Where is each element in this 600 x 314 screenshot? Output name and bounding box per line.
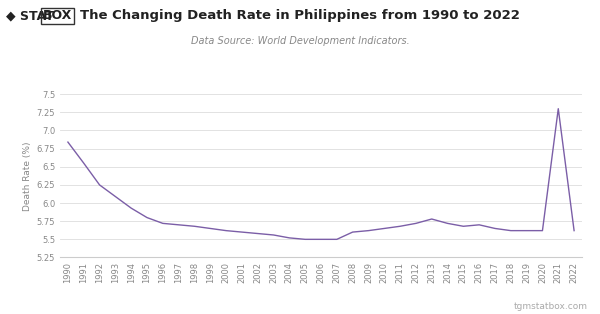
Text: ◆ STAT: ◆ STAT <box>6 9 54 22</box>
Text: tgmstatbox.com: tgmstatbox.com <box>514 302 588 311</box>
Text: Data Source: World Development Indicators.: Data Source: World Development Indicator… <box>191 36 409 46</box>
Text: The Changing Death Rate in Philippines from 1990 to 2022: The Changing Death Rate in Philippines f… <box>80 9 520 22</box>
Y-axis label: Death Rate (%): Death Rate (%) <box>23 141 32 211</box>
Text: BOX: BOX <box>43 9 73 22</box>
